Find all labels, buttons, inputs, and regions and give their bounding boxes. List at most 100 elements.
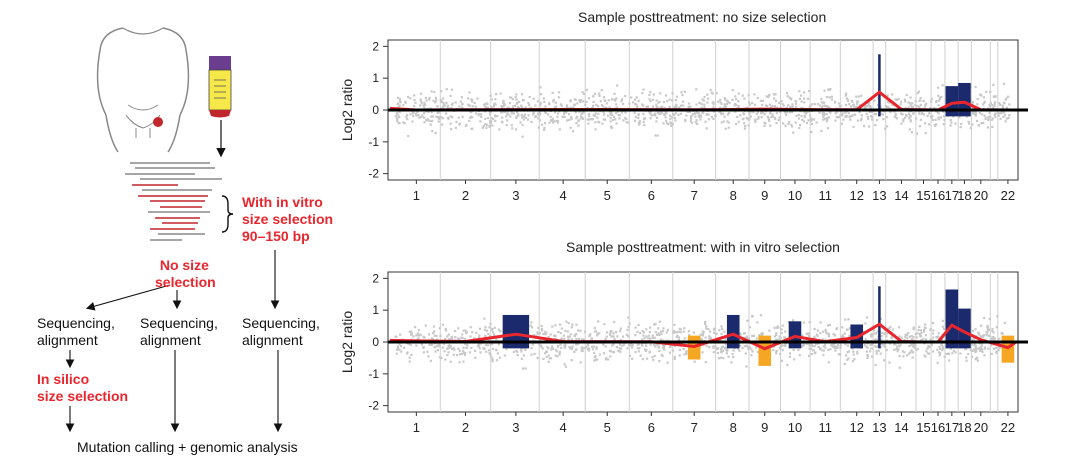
scatter-point bbox=[583, 330, 587, 333]
scatter-point bbox=[613, 92, 616, 95]
scatter-point bbox=[591, 348, 595, 351]
scatter-point bbox=[827, 127, 830, 130]
scatter-point bbox=[984, 117, 987, 121]
scatter-point bbox=[963, 348, 967, 351]
scatter-point bbox=[552, 334, 556, 337]
scatter-point bbox=[435, 334, 438, 338]
scatter-point bbox=[737, 120, 740, 124]
scatter-point bbox=[789, 105, 792, 108]
scatter-point bbox=[495, 93, 498, 96]
scatter-point bbox=[712, 331, 716, 334]
scatter-point bbox=[460, 352, 463, 356]
scatter-point bbox=[834, 112, 837, 115]
scatter-point bbox=[580, 348, 583, 351]
scatter-point bbox=[724, 337, 727, 340]
scatter-point bbox=[932, 350, 935, 353]
scatter-point bbox=[748, 338, 751, 341]
scatter-point bbox=[518, 100, 521, 103]
scatter-point bbox=[490, 328, 493, 332]
scatter-point bbox=[715, 332, 718, 336]
scatter-point bbox=[704, 120, 707, 123]
scatter-point bbox=[565, 320, 568, 323]
scatter-point bbox=[695, 103, 698, 106]
scatter-point bbox=[674, 98, 678, 102]
scatter-point bbox=[827, 348, 830, 352]
scatter-point bbox=[823, 343, 827, 347]
scatter-point bbox=[836, 327, 839, 330]
y-tick-label: -2 bbox=[368, 167, 379, 181]
scatter-point bbox=[726, 120, 729, 123]
scatter-point bbox=[520, 348, 523, 351]
scatter-point bbox=[458, 337, 461, 340]
scatter-point bbox=[854, 106, 857, 109]
scatter-point bbox=[926, 352, 929, 355]
scatter-point bbox=[470, 115, 473, 118]
scatter-point bbox=[703, 106, 706, 109]
scatter-point bbox=[697, 114, 700, 117]
scatter-point bbox=[825, 330, 828, 333]
scatter-point bbox=[711, 92, 714, 95]
scatter-point bbox=[487, 332, 490, 336]
scatter-point bbox=[655, 116, 659, 119]
scatter-point bbox=[434, 350, 437, 353]
scatter-point bbox=[442, 104, 445, 107]
scatter-point bbox=[550, 348, 553, 351]
scatter-point bbox=[440, 90, 443, 93]
scatter-point bbox=[884, 332, 887, 335]
scatter-point bbox=[851, 104, 855, 107]
x-tick-label-3: 3 bbox=[512, 188, 519, 203]
scatter-point bbox=[522, 118, 526, 121]
scatter-point bbox=[985, 90, 988, 93]
scatter-point bbox=[791, 110, 794, 114]
scatter-point bbox=[658, 100, 661, 103]
scatter-point bbox=[763, 124, 766, 127]
scatter-point bbox=[942, 115, 946, 118]
scatter-point bbox=[607, 99, 610, 102]
scatter-point bbox=[688, 110, 692, 114]
scatter-point bbox=[834, 119, 837, 122]
scatter-point bbox=[891, 103, 894, 106]
scatter-point bbox=[991, 104, 994, 107]
scatter-point bbox=[916, 105, 919, 108]
scatter-point bbox=[446, 106, 449, 110]
scatter-point bbox=[554, 354, 557, 357]
scatter-point bbox=[994, 101, 997, 104]
scatter-point bbox=[650, 114, 653, 117]
scatter-point bbox=[751, 350, 754, 353]
scatter-point bbox=[712, 106, 715, 109]
scatter-point bbox=[910, 349, 913, 352]
scatter-point bbox=[712, 345, 715, 348]
scatter-point bbox=[803, 101, 806, 104]
scatter-point bbox=[852, 353, 855, 356]
scatter-point bbox=[653, 112, 657, 115]
scatter-point bbox=[707, 327, 710, 331]
scatter-point bbox=[662, 122, 665, 125]
scatter-point bbox=[399, 101, 402, 104]
scatter-point bbox=[641, 103, 644, 106]
scatter-point bbox=[538, 110, 541, 114]
scatter-point bbox=[542, 97, 545, 100]
scatter-point bbox=[565, 105, 568, 109]
scatter-point bbox=[570, 347, 574, 350]
scatter-point bbox=[793, 358, 796, 361]
scatter-point bbox=[704, 360, 707, 364]
scatter-point bbox=[567, 113, 571, 116]
scatter-point bbox=[890, 336, 893, 339]
scatter-point bbox=[718, 111, 721, 114]
scatter-point bbox=[979, 348, 982, 351]
scatter-point bbox=[1005, 97, 1008, 100]
scatter-point bbox=[700, 103, 703, 106]
scatter-point bbox=[751, 102, 754, 105]
scatter-point bbox=[739, 333, 742, 336]
scatter-point bbox=[649, 117, 652, 120]
scatter-point bbox=[930, 115, 933, 118]
scatter-point bbox=[632, 101, 635, 104]
scatter-point bbox=[856, 119, 860, 122]
scatter-point bbox=[941, 110, 945, 113]
scatter-point bbox=[677, 330, 680, 333]
scatter-point bbox=[719, 101, 722, 104]
scatter-point bbox=[819, 321, 822, 324]
scatter-point bbox=[855, 100, 859, 103]
scatter-point bbox=[941, 84, 944, 87]
scatter-point bbox=[779, 336, 782, 340]
